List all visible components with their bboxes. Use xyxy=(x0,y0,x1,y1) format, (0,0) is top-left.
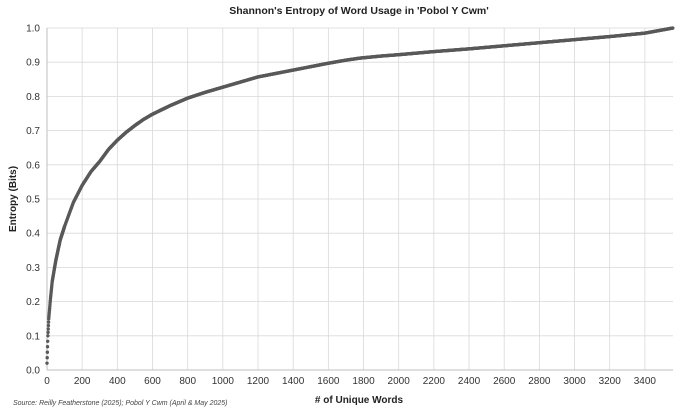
y-tick-label: 0.2 xyxy=(26,297,40,308)
data-point xyxy=(46,327,50,331)
y-tick-label: 0.6 xyxy=(26,160,40,171)
y-tick-label: 1.0 xyxy=(26,24,40,35)
y-tick-label: 0.1 xyxy=(26,331,40,342)
y-tick-label: 0.8 xyxy=(26,92,40,103)
x-tick-label: 2600 xyxy=(493,376,516,387)
x-tick-label: 800 xyxy=(179,376,196,387)
x-tick-label: 3000 xyxy=(563,376,586,387)
x-tick-label: 1200 xyxy=(247,376,270,387)
x-tick-label: 600 xyxy=(144,376,161,387)
data-point xyxy=(45,355,49,360)
x-axis-label: # of Unique Words xyxy=(315,395,404,406)
x-tick-label: 1400 xyxy=(282,376,305,387)
data-point xyxy=(45,345,50,349)
data-point xyxy=(671,26,675,30)
data-point xyxy=(45,361,49,365)
y-tick-label: 0.0 xyxy=(26,366,40,377)
source-note: Source: Reilly Featherstone (2025); Pobo… xyxy=(13,400,228,407)
data-point xyxy=(46,330,50,335)
x-tick-label: 200 xyxy=(74,376,91,387)
x-tick-label: 2800 xyxy=(528,376,551,387)
x-tick-label: 2200 xyxy=(423,376,446,387)
x-tick-label: 3200 xyxy=(599,376,622,387)
y-tick-labels: 0.0 0.1 0.2 0.3 0.4 0.5 0.6 0.7 0.8 0.9 1.0 xyxy=(26,24,40,377)
x-tick-label: 1600 xyxy=(317,376,340,387)
y-tick-label: 0.3 xyxy=(26,263,40,274)
y-tick-label: 0.9 xyxy=(26,58,40,69)
x-tick-label: 2000 xyxy=(388,376,411,387)
y-tick-label: 0.7 xyxy=(26,126,40,137)
x-tick-label: 1000 xyxy=(212,376,235,387)
x-tick-label: 2400 xyxy=(458,376,481,387)
axes xyxy=(46,28,673,371)
x-tick-labels: 0 200 400 600 800 1000 1200 1400 1600 1800 2000 220… xyxy=(44,376,656,387)
y-tick-label: 0.4 xyxy=(26,229,40,240)
chart-title: Shannon's Entropy of Word Usage in 'Pobo… xyxy=(229,5,489,17)
gridlines xyxy=(47,27,673,370)
data-point xyxy=(46,320,51,324)
y-tick-label: 0.5 xyxy=(26,195,40,206)
data-series xyxy=(45,26,675,365)
x-tick-label: 1800 xyxy=(352,376,375,387)
data-point xyxy=(45,350,50,354)
x-tick-label: 400 xyxy=(109,376,126,387)
x-tick-label: 0 xyxy=(44,376,50,387)
data-point xyxy=(46,323,51,328)
x-tick-label: 3400 xyxy=(634,376,657,387)
data-point xyxy=(46,339,50,343)
data-point xyxy=(46,334,50,338)
y-axis-label: Entropy (Bits) xyxy=(8,166,19,232)
